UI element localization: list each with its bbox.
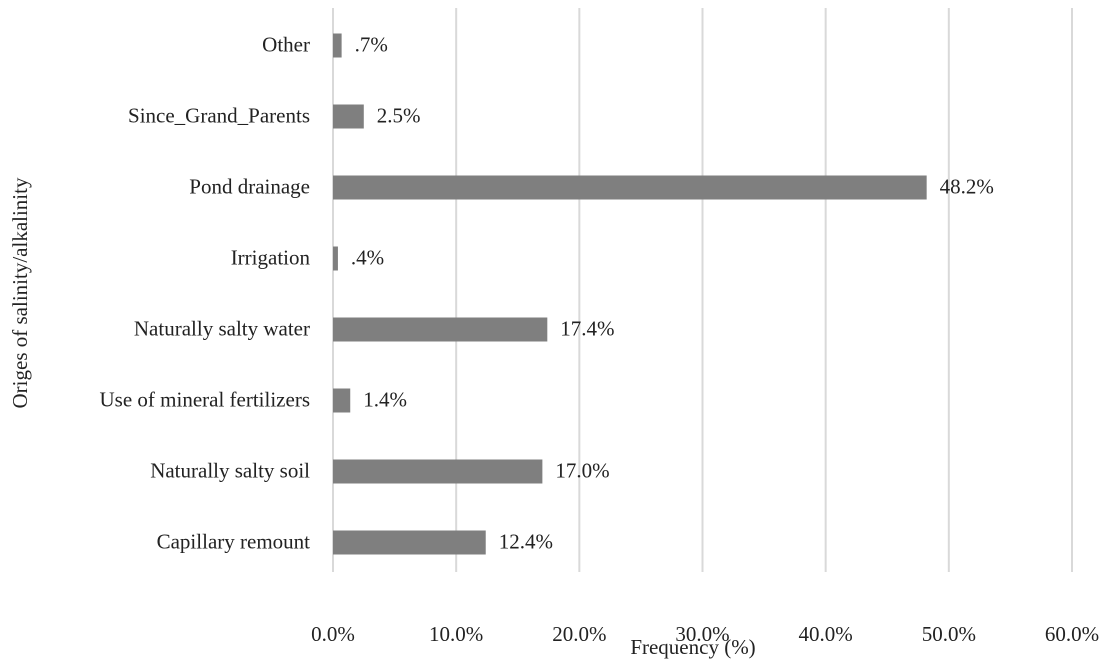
bar (333, 530, 486, 555)
data-label: 12.4% (499, 529, 553, 553)
data-label: 48.2% (940, 174, 994, 198)
data-label: .7% (355, 32, 388, 56)
y-tick-label: Naturally salty water (134, 316, 310, 340)
x-tick-label: 20.0% (552, 622, 606, 646)
data-label: 2.5% (377, 103, 421, 127)
bar (333, 388, 351, 413)
y-tick-label: Other (262, 32, 310, 56)
x-axis-title: Frequency (%) (630, 635, 755, 659)
y-tick-label: Capillary remount (157, 529, 311, 553)
bar (333, 175, 927, 200)
y-tick-label: Pond drainage (189, 174, 310, 198)
y-tick-label: Use of mineral fertilizers (100, 387, 311, 411)
x-tick-label: 50.0% (922, 622, 976, 646)
bar (333, 246, 338, 271)
x-tick-label: 30.0% (675, 622, 729, 646)
bar (333, 33, 342, 58)
x-tick-label: 40.0% (799, 622, 853, 646)
x-tick-label: 0.0% (311, 622, 355, 646)
data-label: 17.0% (555, 458, 609, 482)
x-tick-label: 60.0% (1045, 622, 1099, 646)
y-tick-label: Since_Grand_Parents (128, 103, 310, 127)
bar (333, 317, 548, 342)
bar (333, 104, 364, 129)
data-label: .4% (351, 245, 384, 269)
data-label: 1.4% (363, 387, 407, 411)
y-tick-label: Naturally salty soil (150, 458, 310, 482)
data-label: 17.4% (560, 316, 614, 340)
y-axis-title: Origes of salinity/alkalinity (8, 177, 32, 408)
x-tick-label: 10.0% (429, 622, 483, 646)
bar (333, 459, 543, 484)
y-tick-label: Irrigation (231, 245, 311, 269)
